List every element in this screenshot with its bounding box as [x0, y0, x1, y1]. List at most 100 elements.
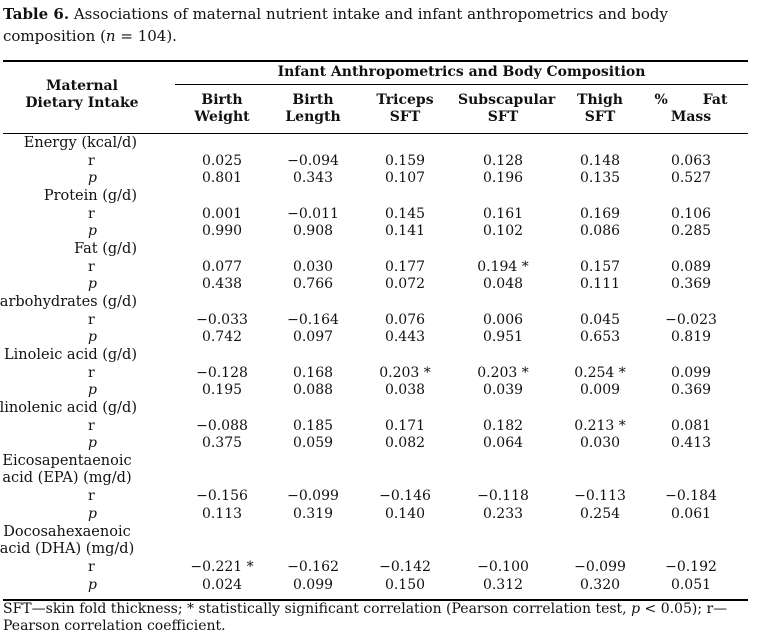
p-value-cell: 0.369 [670, 276, 712, 293]
nutrient-label: Energy (kcal/d) [23, 135, 137, 151]
p-value-cell: 0.072 [384, 276, 426, 293]
r-value-cell: 0.025 [201, 152, 243, 169]
p-label: p [88, 329, 97, 346]
p-value-cell: 0.024 [201, 576, 243, 593]
p-value-cell: 0.140 [384, 505, 426, 522]
r-value-cell: 0.213 * [574, 417, 626, 434]
r-value-cell: −0.146 [379, 488, 431, 505]
r-value-cell: −0.088 [196, 417, 248, 434]
r-label: r [88, 417, 95, 434]
p-value-cell: 0.438 [201, 276, 243, 293]
table-label: Table 6. [3, 5, 70, 23]
top-rule [3, 60, 748, 62]
table-caption: Table 6. Associations of maternal nutrie… [3, 3, 748, 47]
p-value-cell: 0.113 [201, 505, 243, 522]
p-value-cell: 0.102 [482, 223, 524, 240]
p-value-cell: 0.111 [579, 276, 621, 293]
p-value-cell: 0.141 [384, 223, 426, 240]
r-value-cell: −0.164 [287, 311, 339, 328]
p-value-cell: 0.097 [292, 329, 334, 346]
r-value-cell: 0.159 [384, 152, 426, 169]
r-label: r [88, 205, 95, 222]
header-rule [3, 133, 748, 134]
r-value-cell: 0.089 [670, 258, 712, 275]
r-value-cell: −0.023 [665, 311, 717, 328]
caption-n-text: = 104). [115, 27, 177, 45]
r-value-cell: −0.099 [574, 559, 626, 576]
group-header: Infant Anthropometrics and Body Composit… [277, 64, 646, 80]
p-value-cell: 0.196 [482, 170, 524, 187]
p-value-cell: 0.086 [579, 223, 621, 240]
p-value-cell: 0.527 [670, 170, 712, 187]
p-value-cell: 0.343 [292, 170, 334, 187]
p-value-cell: 0.742 [201, 329, 243, 346]
p-value-cell: 0.254 [579, 505, 621, 522]
r-label: r [88, 258, 95, 275]
r-value-cell: 0.254 * [574, 364, 626, 381]
p-label: p [88, 576, 97, 593]
row-header: Maternal Dietary Intake [25, 78, 139, 111]
r-value-cell: 0.182 [482, 417, 524, 434]
p-value-cell: 0.653 [579, 329, 621, 346]
p-value-cell: 0.038 [384, 382, 426, 399]
r-value-cell: −0.128 [196, 364, 248, 381]
p-value-cell: 0.285 [670, 223, 712, 240]
r-label: r [88, 559, 95, 576]
bottom-rule [3, 599, 748, 601]
p-value-cell: 0.375 [201, 435, 243, 452]
r-value-cell: 0.194 * [477, 258, 529, 275]
r-value-cell: −0.033 [196, 311, 248, 328]
p-value-cell: 0.319 [292, 505, 334, 522]
p-value-cell: 0.088 [292, 382, 334, 399]
r-value-cell: 0.161 [482, 205, 524, 222]
footnote-text-2: < 0.05); r—Pearson correlation coefficie… [3, 601, 728, 634]
p-value-cell: 0.320 [579, 576, 621, 593]
p-value-cell: 0.061 [670, 505, 712, 522]
p-value-cell: 0.413 [670, 435, 712, 452]
group-header-rule [175, 84, 748, 85]
r-value-cell: 0.203 * [379, 364, 431, 381]
p-value-cell: 0.801 [201, 170, 243, 187]
nutrient-label: α-linolenic acid (g/d) [0, 400, 137, 416]
r-label: r [88, 488, 95, 505]
r-value-cell: −0.100 [477, 559, 529, 576]
nutrient-label: Protein (g/d) [43, 188, 137, 204]
p-value-cell: 0.766 [292, 276, 334, 293]
column-header: Subscapular SFT [458, 92, 556, 125]
r-value-cell: −0.094 [287, 152, 339, 169]
r-value-cell: 0.099 [670, 364, 712, 381]
nutrient-label: Carbohydrates (g/d) [0, 294, 137, 310]
r-value-cell: 0.077 [201, 258, 243, 275]
p-label: p [88, 505, 97, 522]
r-value-cell: −0.221 * [190, 559, 254, 576]
r-value-cell: 0.169 [579, 205, 621, 222]
r-value-cell: 0.106 [670, 205, 712, 222]
nutrient-label: Docosahexaenoic acid (DHA) (mg/d) [0, 524, 135, 557]
r-value-cell: −0.099 [287, 488, 339, 505]
r-value-cell: 0.063 [670, 152, 712, 169]
p-value-cell: 0.051 [670, 576, 712, 593]
p-label: p [88, 223, 97, 240]
r-label: r [88, 311, 95, 328]
nutrient-label: Eicosapentaenoic acid (EPA) (mg/d) [2, 453, 132, 486]
table-footnote: SFT—skin fold thickness; * statistically… [3, 601, 753, 635]
r-value-cell: −0.142 [379, 559, 431, 576]
r-value-cell: 0.030 [292, 258, 334, 275]
caption-n-symbol: n [105, 27, 116, 45]
r-value-cell: 0.145 [384, 205, 426, 222]
r-value-cell: 0.081 [670, 417, 712, 434]
nutrient-label: Linoleic acid (g/d) [4, 347, 137, 363]
r-value-cell: 0.171 [384, 417, 426, 434]
column-header: Triceps SFT [376, 92, 434, 125]
p-value-cell: 0.150 [384, 576, 426, 593]
p-value-cell: 0.443 [384, 329, 426, 346]
r-label: r [88, 364, 95, 381]
r-value-cell: −0.162 [287, 559, 339, 576]
p-value-cell: 0.135 [579, 170, 621, 187]
p-value-cell: 0.908 [292, 223, 334, 240]
column-header: Birth Length [285, 92, 341, 125]
r-value-cell: 0.006 [482, 311, 524, 328]
r-value-cell: −0.118 [477, 488, 529, 505]
r-label: r [88, 152, 95, 169]
r-value-cell: −0.192 [665, 559, 717, 576]
